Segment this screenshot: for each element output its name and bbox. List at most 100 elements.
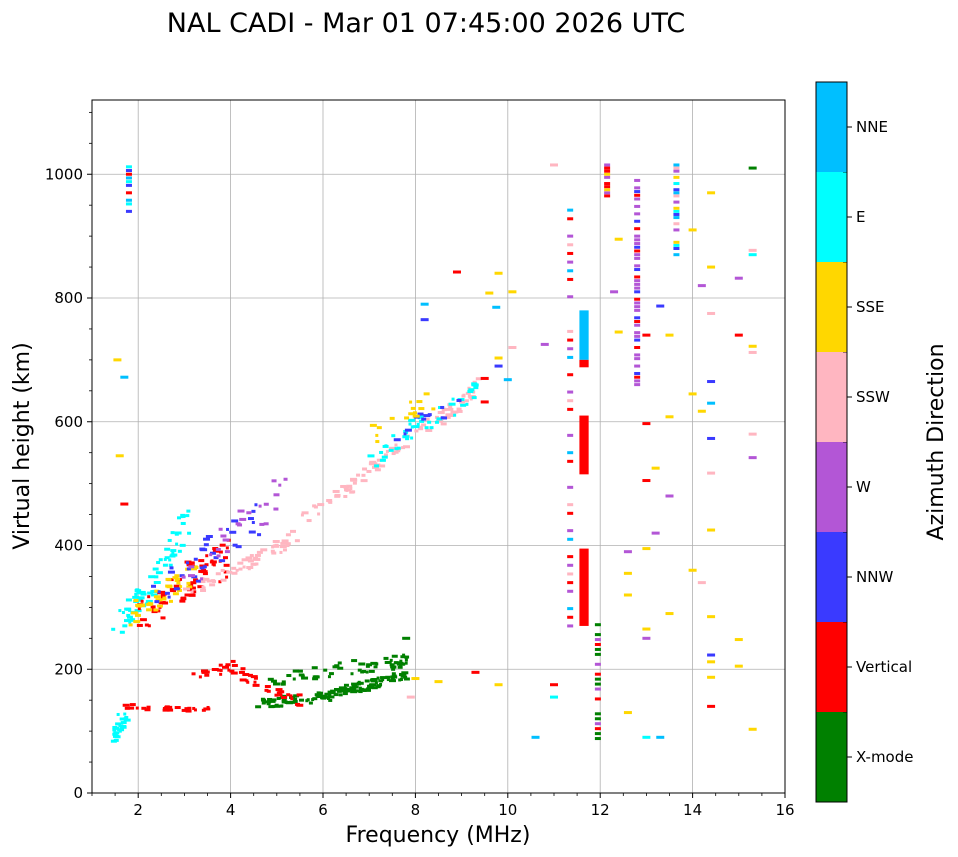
echo-point-sse	[135, 603, 139, 607]
echo-point-e	[122, 624, 128, 628]
echo-point-ssw	[250, 562, 257, 566]
echo-point-nne	[567, 355, 574, 359]
chart-title: NAL CADI - Mar 01 07:45:00 2026 UTC	[167, 8, 685, 39]
echo-point-e	[119, 717, 125, 721]
echo-point-ssw	[220, 568, 225, 572]
echo-point-vertical	[129, 706, 135, 710]
echo-point-vertical	[189, 586, 196, 590]
echo-point-e	[113, 738, 119, 742]
echo-point-e	[163, 557, 167, 561]
echo-point-ssw	[469, 397, 473, 401]
echo-point-nnw	[634, 219, 641, 223]
echo-point-ssw	[306, 519, 312, 523]
echo-point-e	[179, 543, 186, 547]
echo-point-vertical	[230, 659, 236, 663]
echo-point-w	[748, 456, 757, 460]
echo-point-ssw	[550, 163, 558, 167]
colorbar: X-mode Vertical NNW W SSW SSE E NNE	[815, 81, 913, 803]
echo-point-vertical	[140, 599, 144, 603]
echo-point-ssw	[461, 394, 466, 398]
x-tick-label: 14	[683, 801, 702, 819]
echo-point-vertical	[144, 623, 149, 627]
echo-point-x-mode	[370, 661, 378, 665]
echo-point-ssw	[285, 543, 290, 547]
echo-point-e	[673, 182, 680, 186]
echo-point-vertical	[264, 685, 271, 689]
echo-point-vertical	[180, 597, 187, 601]
echo-point-x-mode	[359, 690, 363, 694]
echo-point-sse	[418, 407, 425, 411]
echo-point-ssw	[254, 553, 261, 557]
echo-point-vertical	[173, 584, 181, 588]
echo-point-e	[113, 731, 119, 735]
colorbar-tick-label: E	[856, 208, 865, 226]
echo-point-nnw	[164, 591, 170, 595]
echo-point-x-mode	[594, 737, 601, 741]
echo-point-sse	[153, 608, 159, 612]
echo-point-e	[367, 454, 375, 458]
echo-point-x-mode	[297, 669, 303, 673]
echo-point-ssw	[289, 529, 296, 533]
echo-point-e	[402, 435, 410, 439]
echo-point-w	[634, 197, 641, 201]
echo-point-nnw	[494, 364, 503, 368]
echo-point-w	[642, 636, 651, 640]
echo-point-vertical	[184, 707, 190, 711]
echo-point-e	[118, 609, 122, 613]
echo-point-ssw	[450, 410, 457, 414]
echo-point-ssw	[212, 579, 217, 583]
echo-point-e	[153, 581, 161, 585]
echo-point-x-mode	[299, 698, 305, 702]
echo-point-vertical	[170, 589, 177, 593]
echo-point-w	[623, 550, 632, 554]
echo-point-ssw	[245, 556, 253, 560]
echo-point-nnw	[154, 600, 160, 604]
echo-point-vertical	[296, 693, 303, 697]
echo-point-nnw	[707, 380, 716, 384]
echo-point-ssw	[457, 409, 463, 413]
echo-point-e	[120, 724, 127, 728]
echo-point-vertical	[218, 663, 223, 667]
echo-point-x-mode	[404, 658, 408, 662]
echo-point-x-mode	[344, 690, 348, 694]
echo-point-vertical	[190, 581, 197, 585]
echo-point-w	[224, 550, 230, 554]
echo-point-ssw	[425, 417, 430, 421]
echo-point-w	[673, 200, 680, 204]
echo-point-ssw	[206, 579, 213, 583]
echo-point-nnw	[151, 584, 157, 588]
echo-point-ssw	[280, 541, 286, 545]
echo-point-w	[594, 638, 601, 642]
echo-point-w	[634, 308, 641, 312]
echo-point-e	[175, 542, 179, 546]
echo-point-vertical	[567, 277, 574, 281]
echo-point-w	[634, 353, 641, 357]
echo-point-x-mode	[398, 673, 404, 677]
echo-point-nnw	[213, 556, 219, 560]
echo-point-x-mode	[401, 671, 409, 675]
echo-point-w	[540, 342, 549, 346]
echo-point-nne	[503, 378, 512, 382]
echo-point-e	[114, 735, 121, 739]
echo-point-e	[451, 397, 455, 401]
echo-point-e	[465, 402, 469, 406]
echo-point-sse	[748, 727, 757, 731]
echo-block-vertical	[579, 548, 589, 626]
echo-point-x-mode	[385, 675, 391, 679]
echo-point-vertical	[168, 705, 173, 709]
echo-point-e	[170, 531, 175, 535]
echo-point-nne	[125, 176, 132, 180]
echo-point-e	[379, 458, 386, 462]
echo-point-e	[112, 728, 117, 732]
echo-block-nne	[579, 310, 589, 360]
echo-point-x-mode	[402, 662, 406, 666]
echo-point-ssw	[345, 488, 349, 492]
echo-point-sse	[642, 627, 651, 631]
echo-point-vertical	[167, 708, 174, 712]
echo-point-vertical	[567, 217, 574, 221]
echo-point-nnw	[417, 412, 424, 416]
echo-point-sse	[172, 592, 179, 596]
echo-point-x-mode	[327, 675, 331, 679]
echo-point-ssw	[371, 465, 379, 469]
echo-point-e	[123, 619, 128, 623]
